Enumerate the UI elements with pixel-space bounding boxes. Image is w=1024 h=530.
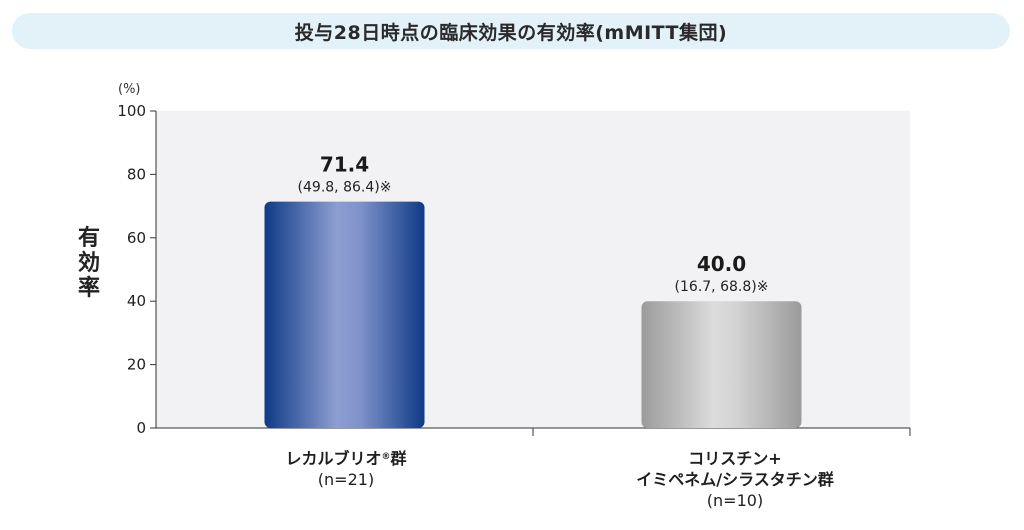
- category-label-recarbrio: レカルブリオ®群 (n=21): [236, 448, 456, 490]
- bar: [264, 201, 425, 428]
- registered-mark: ®: [381, 452, 391, 462]
- y-axis-unit: (%): [118, 82, 141, 97]
- y-tick-label: 60: [127, 229, 146, 247]
- y-tick-label: 20: [127, 356, 146, 374]
- y-tick-label: 80: [127, 165, 146, 183]
- category-label-colistin: コリスチン+ イミペネム/シラスタチン群 (n=10): [585, 448, 885, 511]
- y-tick-label: 100: [117, 102, 146, 120]
- bar-value-label: 71.4: [320, 153, 369, 177]
- category-suffix: 群: [390, 449, 407, 468]
- category-name-line1: コリスチン+: [688, 449, 782, 468]
- category-n: (n=21): [317, 470, 375, 489]
- category-name-line2: イミペネム/シラスタチン群: [636, 470, 834, 489]
- category-name: レカルブリオ: [285, 449, 382, 468]
- bar-value-label: 40.0: [697, 252, 746, 276]
- y-axis-label: 有効率: [77, 226, 100, 301]
- category-n: (n=10): [706, 491, 764, 510]
- y-tick-label: 0: [136, 419, 146, 437]
- bar-ci-label: (16.7, 68.8)※: [675, 279, 769, 295]
- y-tick-label: 40: [127, 292, 146, 310]
- bar-ci-label: (49.8, 86.4)※: [298, 180, 392, 196]
- chart-title: 投与28日時点の臨床効果の有効率(mMITT集団): [12, 13, 1010, 49]
- bar: [641, 301, 802, 428]
